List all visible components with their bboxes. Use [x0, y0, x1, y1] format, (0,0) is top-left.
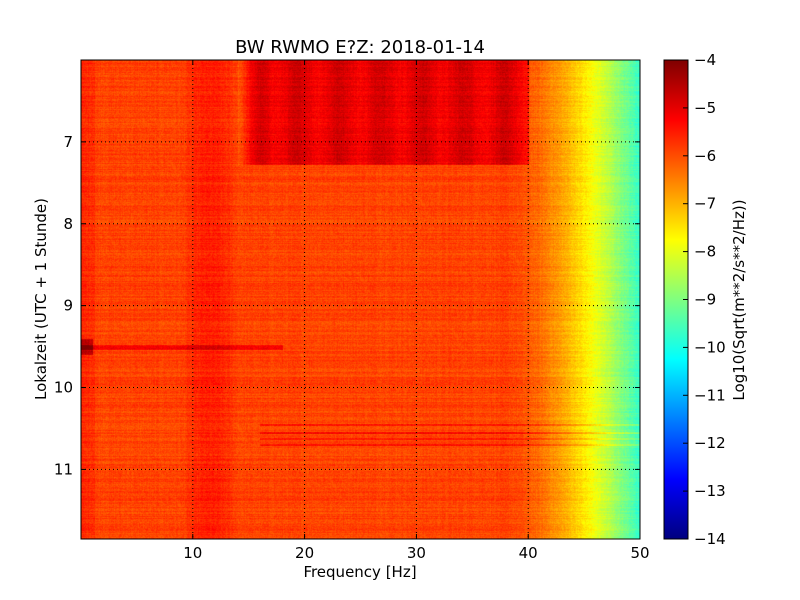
spectrogram-image-holder [81, 60, 640, 539]
plot-frame [80, 59, 641, 540]
colorbar-label: Log10(Sqrt(m**2/s**2/Hz)) [730, 199, 748, 400]
y-axis-label: Lokalzeit (UTC + 1 Stunde) [32, 198, 50, 400]
x-tick-label: 40 [519, 544, 538, 562]
x-axis-ticks: 10 20 30 40 50 [183, 60, 650, 562]
y-axis-ticks: 7 8 9 10 11 [54, 133, 640, 478]
y-tick-label: 8 [63, 215, 73, 233]
chart-title: BW RWMO E?Z: 2018-01-14 [235, 37, 485, 58]
colorbar-tick-label: −10 [694, 338, 726, 356]
x-tick-label: 30 [407, 544, 426, 562]
colorbar-tick-label: −13 [694, 482, 726, 500]
x-tick-label: 50 [630, 544, 649, 562]
colorbar-tick-label: −4 [694, 51, 716, 69]
colorbar-tick-label: −12 [694, 434, 726, 452]
y-tick-label: 10 [54, 379, 73, 397]
colorbar-tick-label: −8 [694, 243, 716, 261]
y-tick-label: 11 [54, 460, 73, 478]
colorbar-tick-label: −11 [694, 386, 726, 404]
colorbar-tick-label: −9 [694, 291, 716, 309]
x-tick-label: 20 [295, 544, 314, 562]
colorbar-tick-label: −6 [694, 147, 716, 165]
plot-area: 10 20 30 40 50 7 8 9 10 11 [54, 59, 650, 562]
colorbar-tick-label: −7 [694, 195, 716, 213]
colorbar: −4 −5 −6 −7 −8 −9 −10 −11 −12 −13 −14 [663, 51, 726, 548]
spectrogram-heatmap [81, 60, 640, 539]
colorbar-tick-label: −14 [694, 530, 726, 548]
colorbar-ticks: −4 −5 −6 −7 −8 −9 −10 −11 −12 −13 −14 [683, 51, 726, 548]
y-tick-label: 7 [63, 133, 73, 151]
y-tick-label: 9 [63, 297, 73, 315]
x-axis-label: Frequency [Hz] [303, 563, 416, 581]
colorbar-tick-label: −5 [694, 99, 716, 117]
x-tick-label: 10 [183, 544, 202, 562]
